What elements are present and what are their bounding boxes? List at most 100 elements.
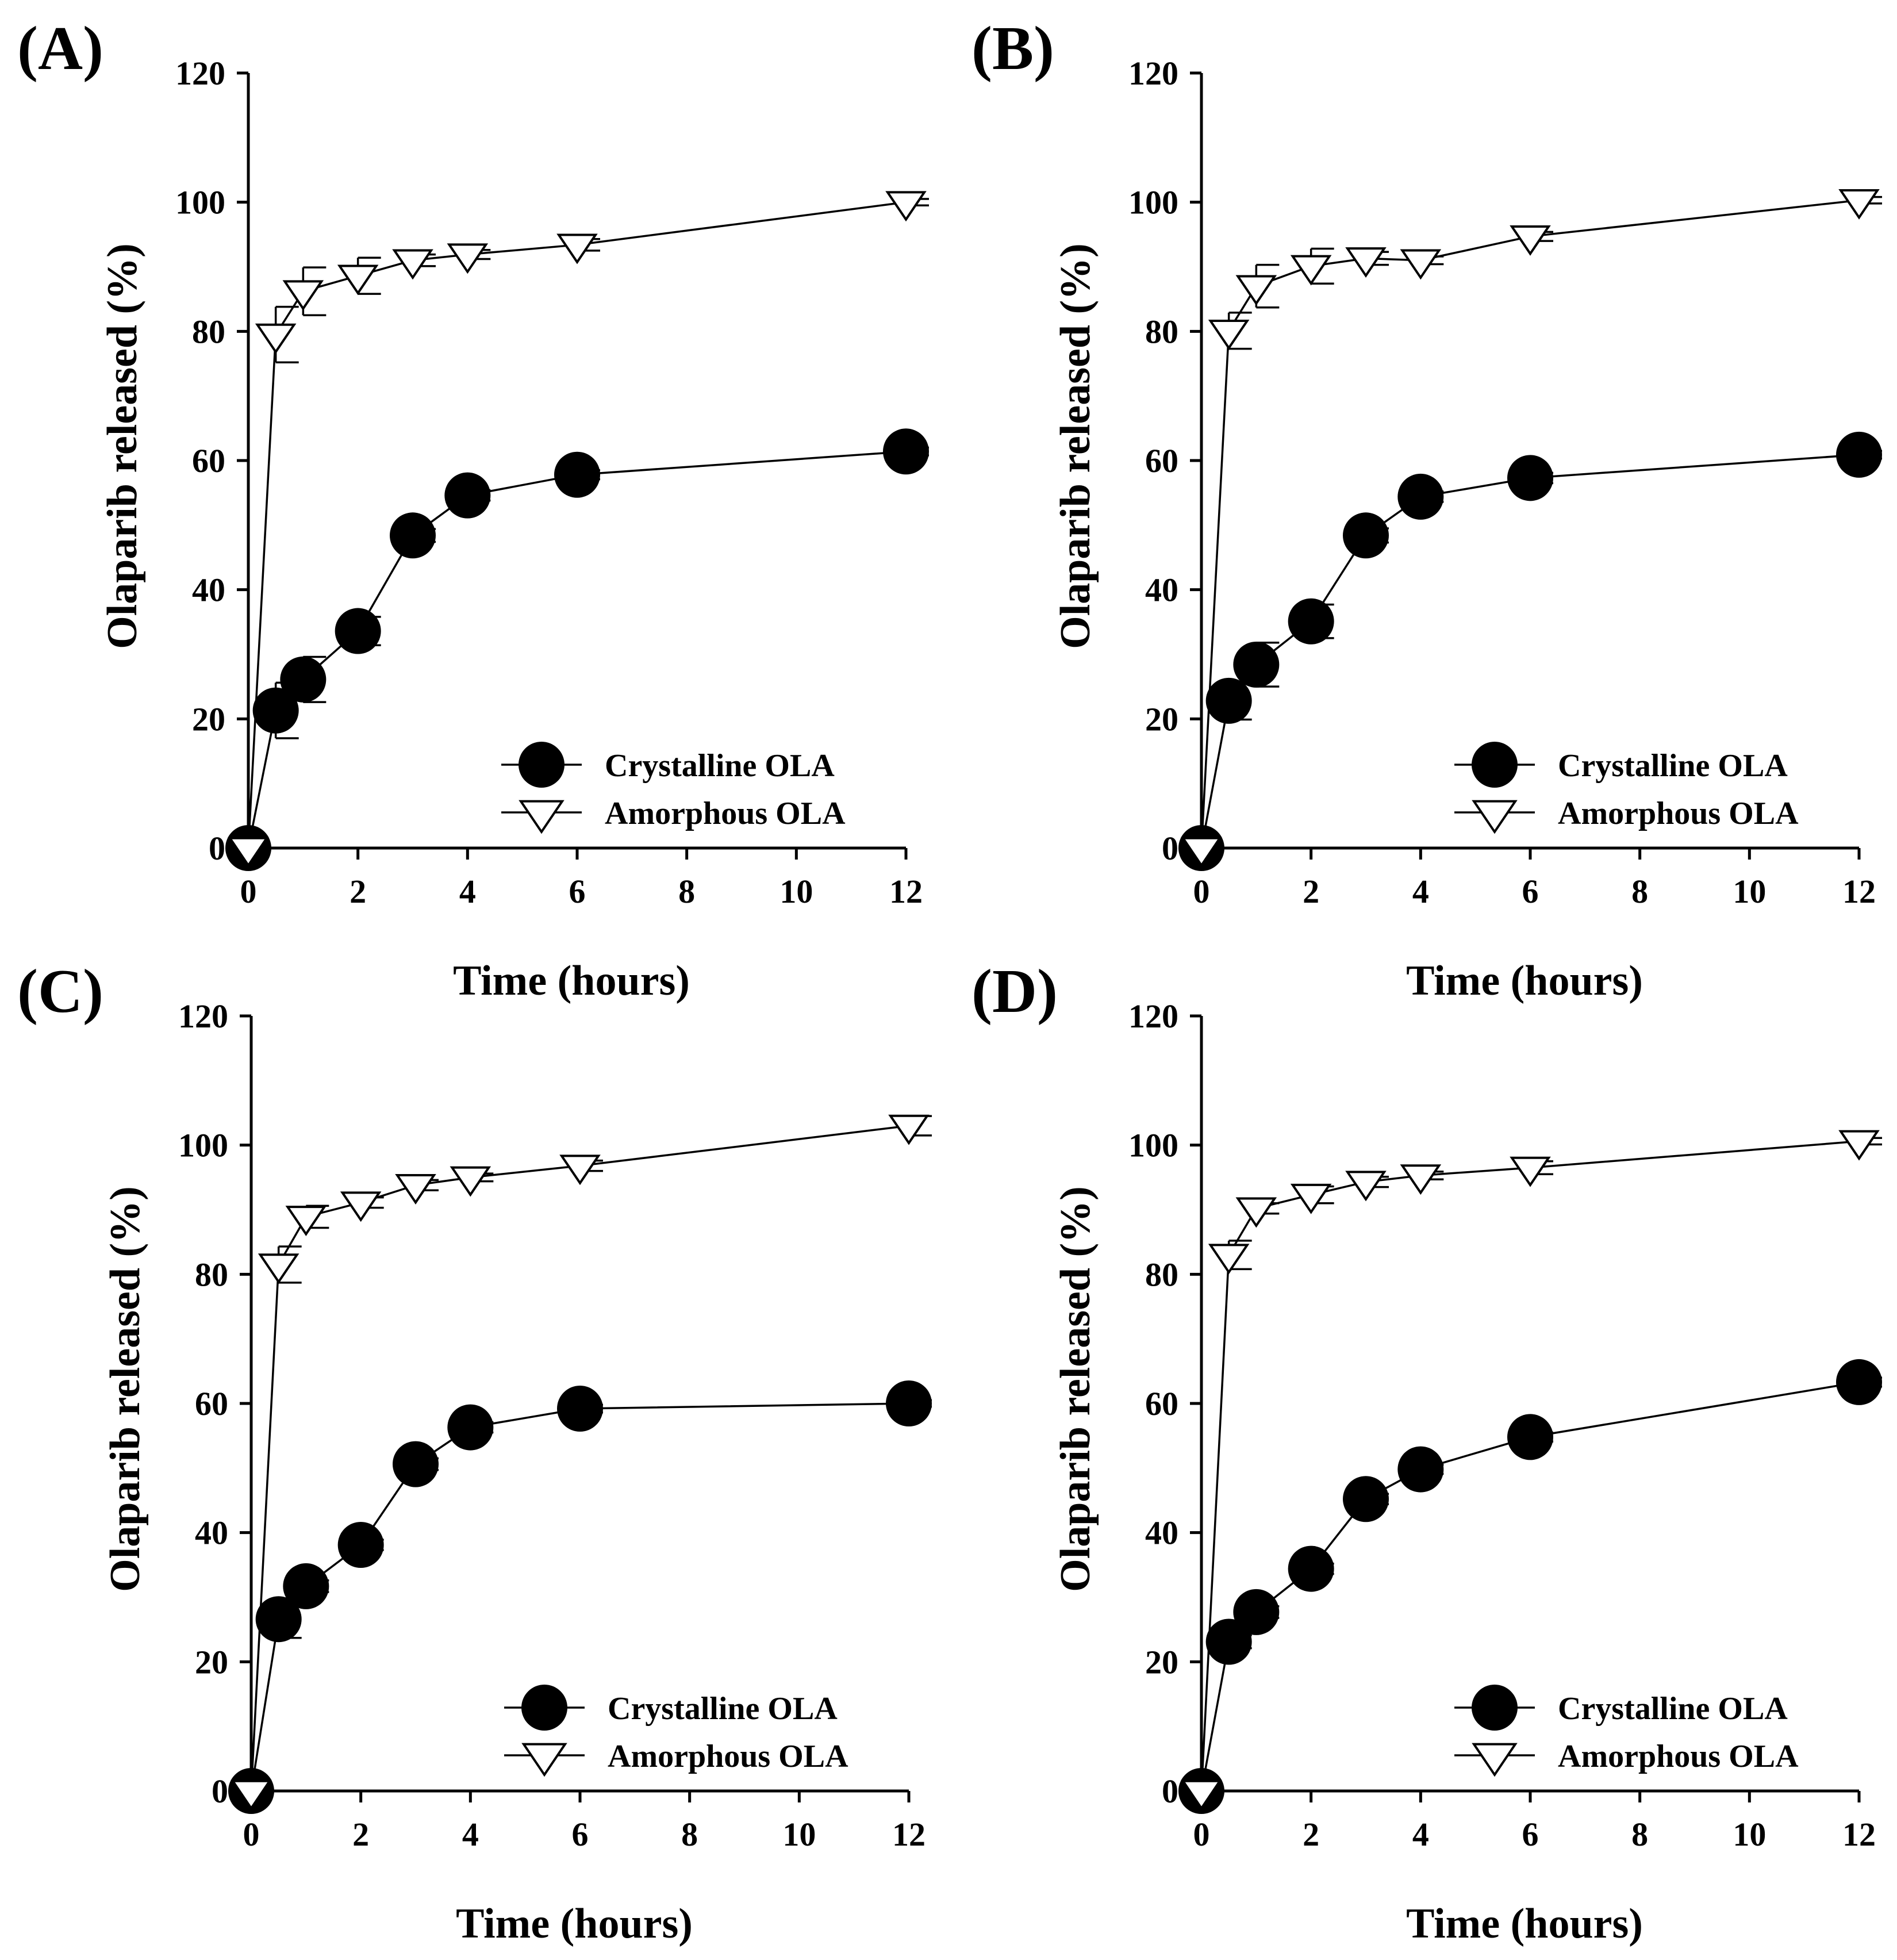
y-tick-label: 20 xyxy=(1145,700,1178,738)
legend-label: Crystalline OLA xyxy=(608,1691,838,1727)
data-point-circle xyxy=(1205,677,1252,724)
panel-label: (B) xyxy=(971,14,1054,83)
x-tick-label: 10 xyxy=(782,1816,816,1853)
x-tick-label: 6 xyxy=(1522,1816,1539,1853)
data-point-triangle xyxy=(1345,1171,1387,1202)
legend-marker-circle xyxy=(521,1685,567,1731)
data-point-circle xyxy=(337,1522,384,1568)
panel-c: (C) 0 20 40 60 80 100 120 0 2 4 6 8 10 12 Time (hours) O… xyxy=(17,957,932,1947)
data-point-triangle xyxy=(1181,1779,1222,1811)
y-tick-label: 80 xyxy=(1145,313,1178,350)
legend-marker-circle xyxy=(1472,1685,1518,1731)
data-point-triangle xyxy=(282,280,324,311)
data-point-triangle xyxy=(888,1114,930,1145)
y-tick-label: 120 xyxy=(1128,55,1178,92)
data-point-circle xyxy=(557,1385,603,1432)
x-tick-label: 12 xyxy=(1842,1816,1876,1853)
legend-marker-triangle xyxy=(1472,1743,1518,1777)
legend-marker-triangle xyxy=(519,800,565,834)
markers-crystalline xyxy=(1178,431,1882,871)
data-point-triangle xyxy=(1838,1130,1880,1161)
data-point-circle xyxy=(390,512,436,559)
markers-amorphous xyxy=(1181,189,1880,868)
data-point-triangle xyxy=(1510,1156,1551,1187)
markers-crystalline xyxy=(1178,1359,1882,1814)
data-point-triangle xyxy=(258,1253,299,1284)
y-tick-label: 0 xyxy=(212,1773,228,1810)
markers-amorphous xyxy=(1181,1130,1880,1811)
y-axis-title: Olaparib released (%) xyxy=(102,1186,149,1592)
data-point-triangle xyxy=(1181,837,1222,868)
x-tick-label: 4 xyxy=(1412,873,1429,910)
x-tick-label: 10 xyxy=(1733,873,1766,910)
data-point-circle xyxy=(1288,598,1334,645)
x-tick-label: 12 xyxy=(1842,873,1876,910)
legend-label: Crystalline OLA xyxy=(1558,1691,1788,1727)
y-axis-title: Olaparib released (%) xyxy=(1052,1186,1099,1592)
x-tick-label: 6 xyxy=(569,873,586,910)
legend: Crystalline OLA Amorphous OLA xyxy=(504,1685,848,1777)
data-point-circle xyxy=(1343,1476,1389,1522)
y-tick-label: 80 xyxy=(1145,1256,1178,1293)
data-point-triangle xyxy=(447,243,489,274)
legend-label: Crystalline OLA xyxy=(605,748,835,784)
data-point-triangle xyxy=(1290,255,1332,286)
y-tick-label: 0 xyxy=(209,830,225,867)
x-tick-label: 8 xyxy=(1631,873,1648,910)
data-point-triangle xyxy=(1838,189,1880,220)
y-tick-label: 20 xyxy=(192,700,225,738)
data-point-triangle xyxy=(285,1206,327,1236)
data-point-circle xyxy=(393,1441,439,1487)
x-tick-label: 2 xyxy=(1303,873,1319,910)
data-point-circle xyxy=(1836,1359,1882,1405)
x-tick-label: 0 xyxy=(243,1816,260,1853)
data-point-circle xyxy=(554,451,600,498)
data-point-circle xyxy=(1233,1589,1280,1635)
data-point-circle xyxy=(1205,1618,1252,1665)
legend-marker-triangle xyxy=(521,1743,567,1777)
y-axis-title: Olaparib released (%) xyxy=(99,243,146,649)
y-tick-label: 120 xyxy=(178,998,228,1035)
y-tick-label: 80 xyxy=(192,313,225,350)
x-tick-label: 8 xyxy=(681,1816,698,1853)
data-point-triangle xyxy=(1235,275,1277,306)
data-point-circle xyxy=(1397,473,1444,520)
x-axis-title: Time (hours) xyxy=(1406,1900,1643,1947)
data-point-triangle xyxy=(1400,249,1442,280)
data-point-circle xyxy=(255,1596,302,1643)
data-point-triangle xyxy=(1208,319,1250,350)
y-tick-label: 20 xyxy=(1145,1643,1178,1681)
legend-marker-circle xyxy=(1472,742,1518,788)
legend-label: Amorphous OLA xyxy=(608,1739,848,1774)
data-point-triangle xyxy=(1345,247,1387,278)
x-tick-label: 8 xyxy=(678,873,695,910)
legend-label: Amorphous OLA xyxy=(605,796,846,831)
series-crystalline xyxy=(250,1399,932,1792)
x-tick-label: 0 xyxy=(1193,1816,1210,1853)
data-point-triangle xyxy=(340,1191,382,1222)
data-point-triangle xyxy=(395,1174,436,1205)
markers-amorphous xyxy=(228,191,927,868)
x-tick-label: 12 xyxy=(892,1816,926,1853)
y-tick-label: 20 xyxy=(195,1643,228,1681)
legend-label: Crystalline OLA xyxy=(1558,748,1788,784)
data-point-circle xyxy=(1507,1414,1553,1460)
x-tick-label: 2 xyxy=(1303,1816,1319,1853)
series-amorphous xyxy=(250,1115,932,1792)
y-tick-label: 40 xyxy=(1145,1514,1178,1552)
data-point-circle xyxy=(283,1563,329,1609)
panel-d: (D) 0 20 40 60 80 100 120 0 2 4 6 8 10 12 Time (hours) O… xyxy=(971,957,1882,1947)
x-tick-label: 10 xyxy=(1733,1816,1766,1853)
panel-b: (B) 0 20 40 60 80 100 120 0 2 4 6 8 10 12 Time (hours) O… xyxy=(971,14,1882,1004)
data-point-circle xyxy=(883,428,929,475)
x-tick-label: 12 xyxy=(889,873,923,910)
series-line xyxy=(250,1402,909,1792)
data-point-triangle xyxy=(1235,1197,1277,1228)
x-tick-label: 4 xyxy=(462,1816,479,1853)
data-point-circle xyxy=(1836,431,1882,478)
legend-label: Amorphous OLA xyxy=(1558,796,1799,831)
data-point-circle xyxy=(252,687,299,734)
data-point-circle xyxy=(1288,1545,1334,1592)
y-tick-label: 100 xyxy=(1128,184,1178,221)
